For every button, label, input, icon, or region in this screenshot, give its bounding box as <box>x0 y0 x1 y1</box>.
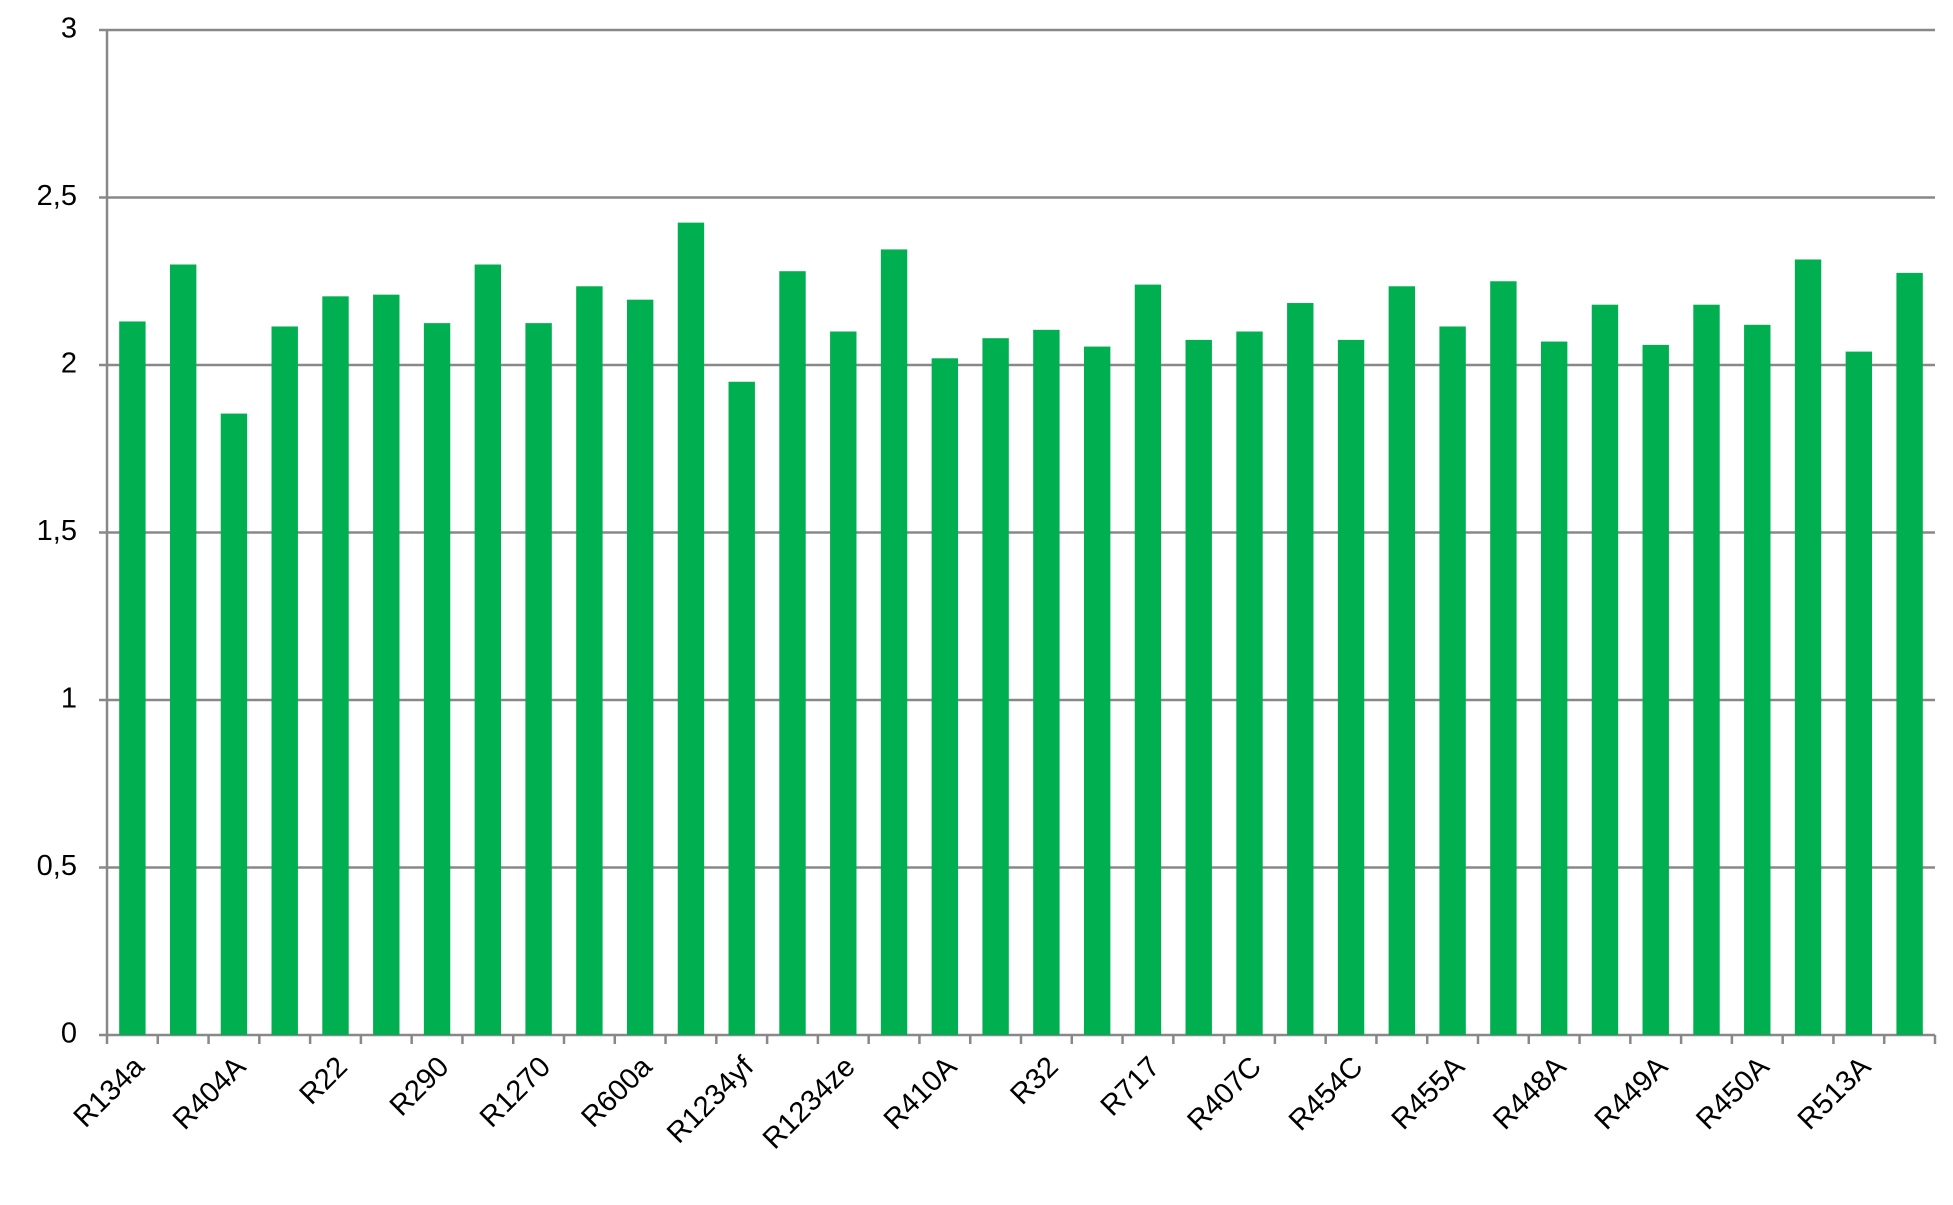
bar <box>1845 351 1873 1036</box>
bar <box>169 264 197 1035</box>
bar <box>931 358 959 1035</box>
bar <box>1337 339 1365 1035</box>
bar <box>525 323 552 1035</box>
x-tick-label: R290 <box>384 1051 456 1123</box>
bar <box>1693 304 1720 1035</box>
bar <box>677 222 705 1035</box>
x-tick-label: R600a <box>575 1050 659 1134</box>
x-tick-label: R449A <box>1589 1050 1675 1136</box>
bar <box>271 326 298 1036</box>
bar <box>1896 272 1923 1035</box>
x-tick-label: R448A <box>1487 1050 1573 1136</box>
bar <box>1185 339 1212 1035</box>
bar <box>779 271 806 1035</box>
y-tick-label: 1 <box>61 683 77 715</box>
bar <box>728 381 755 1035</box>
bar <box>1794 259 1822 1036</box>
bar <box>1591 304 1619 1035</box>
bar <box>626 299 654 1035</box>
x-tick-label: R455A <box>1386 1050 1472 1136</box>
x-tick-label: R134a <box>68 1050 152 1134</box>
bar <box>1744 324 1771 1035</box>
y-tick-label: 3 <box>61 13 77 45</box>
bar <box>322 296 349 1035</box>
bar <box>1388 286 1416 1035</box>
y-tick-label: 2 <box>61 348 77 380</box>
x-tick-label: R32 <box>1005 1051 1065 1111</box>
x-tick-label: R1270 <box>474 1051 557 1134</box>
x-tick-label: R450A <box>1690 1050 1776 1136</box>
x-tick-label: R513A <box>1792 1050 1878 1136</box>
x-tick-label: R404A <box>167 1050 253 1136</box>
y-tick-label: 0,5 <box>37 850 77 882</box>
bar <box>1287 303 1314 1035</box>
bar <box>1540 341 1568 1035</box>
x-tick-label: R407C <box>1181 1051 1267 1137</box>
x-tick-label: R410A <box>878 1050 964 1136</box>
x-tick-label: R454C <box>1283 1051 1369 1137</box>
y-tick-label: 0 <box>61 1018 77 1050</box>
bar <box>1236 331 1263 1035</box>
bar <box>373 294 400 1035</box>
bar <box>1033 329 1060 1035</box>
y-tick-label: 1,5 <box>37 515 77 547</box>
bar <box>1134 284 1162 1036</box>
bar <box>119 321 146 1035</box>
x-tick-label: R1234ze <box>757 1051 862 1156</box>
bar <box>423 323 451 1035</box>
x-tick-label: R22 <box>294 1051 354 1111</box>
bar <box>220 413 248 1035</box>
bar <box>1642 344 1669 1035</box>
bar <box>1490 281 1517 1035</box>
x-tick-label: R717 <box>1095 1051 1167 1123</box>
bar <box>576 286 603 1035</box>
y-tick-label: 2,5 <box>37 180 77 212</box>
x-tick-label: R1234yf <box>661 1050 761 1150</box>
bar <box>474 264 502 1035</box>
bar <box>1439 326 1466 1036</box>
bar <box>1083 346 1111 1035</box>
bar <box>982 338 1009 1035</box>
bar <box>880 249 908 1036</box>
bar <box>830 331 857 1035</box>
